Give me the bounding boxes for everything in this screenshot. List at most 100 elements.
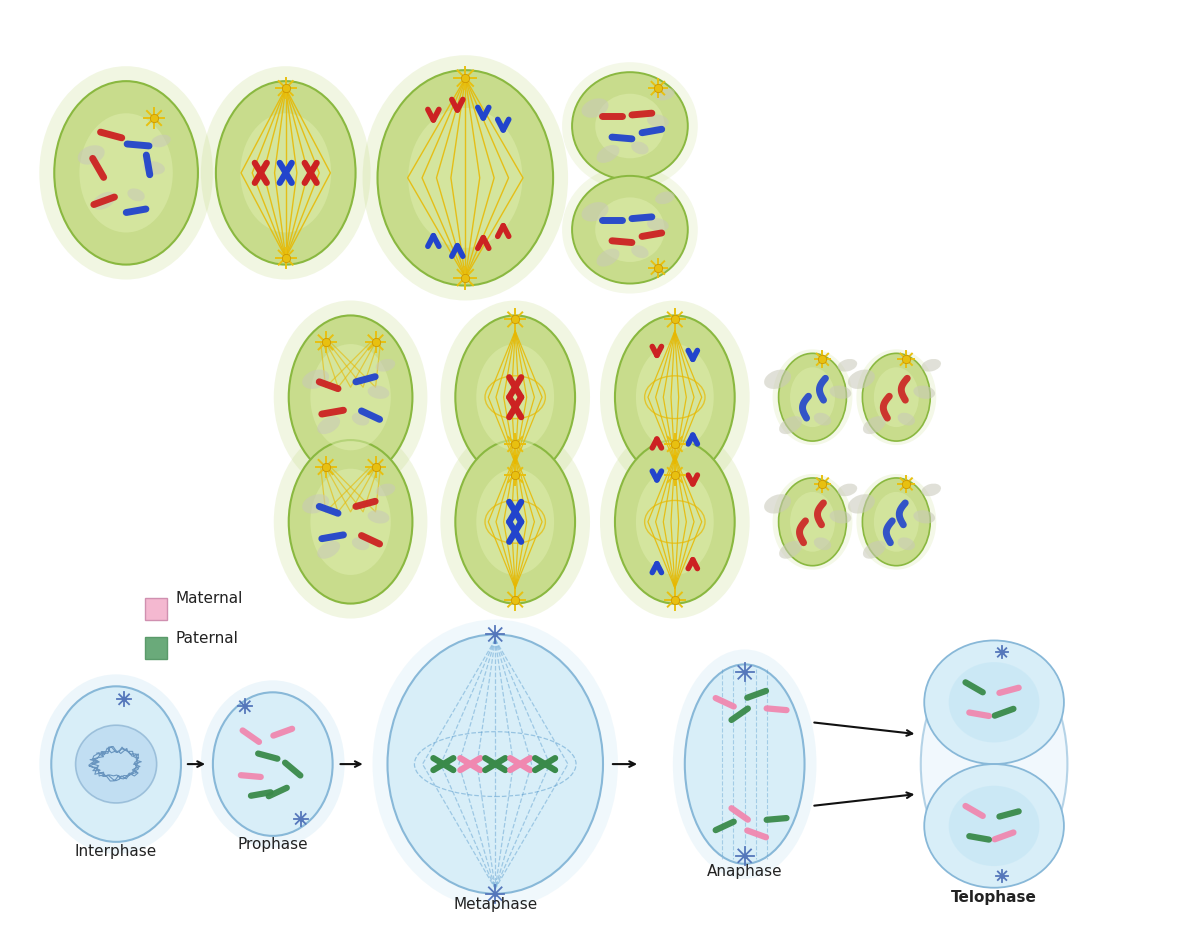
Ellipse shape: [440, 425, 590, 618]
Ellipse shape: [790, 367, 835, 427]
Ellipse shape: [79, 113, 173, 233]
Ellipse shape: [378, 70, 553, 286]
Ellipse shape: [78, 146, 104, 165]
Ellipse shape: [596, 248, 619, 267]
FancyBboxPatch shape: [145, 638, 167, 659]
Ellipse shape: [838, 359, 857, 372]
Ellipse shape: [600, 425, 750, 618]
Ellipse shape: [949, 786, 1039, 866]
Ellipse shape: [848, 370, 875, 389]
Ellipse shape: [92, 192, 115, 210]
Ellipse shape: [352, 413, 370, 425]
Ellipse shape: [40, 66, 212, 280]
Ellipse shape: [200, 66, 371, 280]
FancyBboxPatch shape: [145, 598, 167, 619]
Ellipse shape: [582, 202, 608, 222]
Ellipse shape: [655, 88, 674, 100]
Ellipse shape: [289, 315, 413, 479]
Ellipse shape: [274, 300, 427, 494]
Ellipse shape: [924, 641, 1064, 764]
Ellipse shape: [863, 540, 886, 559]
Ellipse shape: [143, 161, 164, 174]
Ellipse shape: [874, 367, 919, 427]
Text: Prophase: Prophase: [238, 837, 308, 852]
Ellipse shape: [814, 413, 832, 425]
Ellipse shape: [600, 300, 750, 494]
Ellipse shape: [898, 538, 914, 550]
Ellipse shape: [562, 62, 697, 190]
Ellipse shape: [595, 197, 665, 262]
Ellipse shape: [562, 166, 697, 294]
Ellipse shape: [673, 650, 816, 879]
Ellipse shape: [216, 82, 355, 264]
Ellipse shape: [476, 344, 554, 451]
Text: Metaphase: Metaphase: [454, 896, 538, 911]
Ellipse shape: [376, 359, 395, 372]
Text: Telophase: Telophase: [952, 890, 1037, 905]
Ellipse shape: [388, 634, 602, 894]
Ellipse shape: [863, 353, 930, 441]
Ellipse shape: [631, 246, 648, 258]
Ellipse shape: [913, 386, 935, 399]
Ellipse shape: [40, 674, 193, 854]
Ellipse shape: [200, 680, 344, 848]
Ellipse shape: [773, 349, 852, 445]
Ellipse shape: [636, 344, 714, 451]
Ellipse shape: [631, 142, 648, 155]
Ellipse shape: [838, 484, 857, 496]
Ellipse shape: [367, 510, 389, 524]
Ellipse shape: [829, 386, 851, 399]
Ellipse shape: [814, 538, 832, 550]
Ellipse shape: [863, 416, 886, 434]
Ellipse shape: [857, 474, 936, 570]
Ellipse shape: [76, 725, 157, 803]
Ellipse shape: [127, 188, 145, 201]
Ellipse shape: [311, 344, 391, 451]
Ellipse shape: [685, 665, 804, 864]
Ellipse shape: [636, 469, 714, 575]
Ellipse shape: [857, 349, 936, 445]
Ellipse shape: [779, 353, 846, 441]
Text: Maternal: Maternal: [176, 591, 244, 606]
Ellipse shape: [376, 484, 395, 496]
Ellipse shape: [572, 72, 688, 180]
Ellipse shape: [614, 440, 734, 603]
Ellipse shape: [779, 478, 846, 565]
Ellipse shape: [302, 494, 329, 514]
Ellipse shape: [874, 492, 919, 552]
Ellipse shape: [764, 370, 791, 389]
Ellipse shape: [764, 494, 791, 514]
Ellipse shape: [922, 359, 941, 372]
Ellipse shape: [408, 108, 522, 248]
Ellipse shape: [647, 114, 668, 128]
Ellipse shape: [476, 469, 554, 575]
Ellipse shape: [898, 413, 914, 425]
Ellipse shape: [455, 315, 575, 479]
Ellipse shape: [779, 416, 802, 434]
Ellipse shape: [863, 478, 930, 565]
Ellipse shape: [367, 386, 389, 399]
Ellipse shape: [779, 540, 802, 559]
Ellipse shape: [151, 134, 170, 147]
Ellipse shape: [302, 370, 329, 389]
Ellipse shape: [274, 425, 427, 618]
Ellipse shape: [311, 469, 391, 575]
Ellipse shape: [317, 416, 340, 434]
Ellipse shape: [212, 692, 332, 836]
Ellipse shape: [596, 145, 619, 163]
Ellipse shape: [922, 484, 941, 496]
Text: Anaphase: Anaphase: [707, 864, 782, 879]
Ellipse shape: [924, 764, 1064, 888]
Ellipse shape: [595, 94, 665, 159]
Text: Interphase: Interphase: [74, 844, 157, 858]
Ellipse shape: [289, 440, 413, 603]
Ellipse shape: [773, 474, 852, 570]
Ellipse shape: [790, 492, 835, 552]
Ellipse shape: [362, 56, 568, 300]
Ellipse shape: [54, 82, 198, 264]
Ellipse shape: [352, 538, 370, 550]
Text: Paternal: Paternal: [176, 631, 239, 646]
Ellipse shape: [949, 662, 1039, 743]
Ellipse shape: [240, 113, 331, 233]
Ellipse shape: [440, 300, 590, 494]
